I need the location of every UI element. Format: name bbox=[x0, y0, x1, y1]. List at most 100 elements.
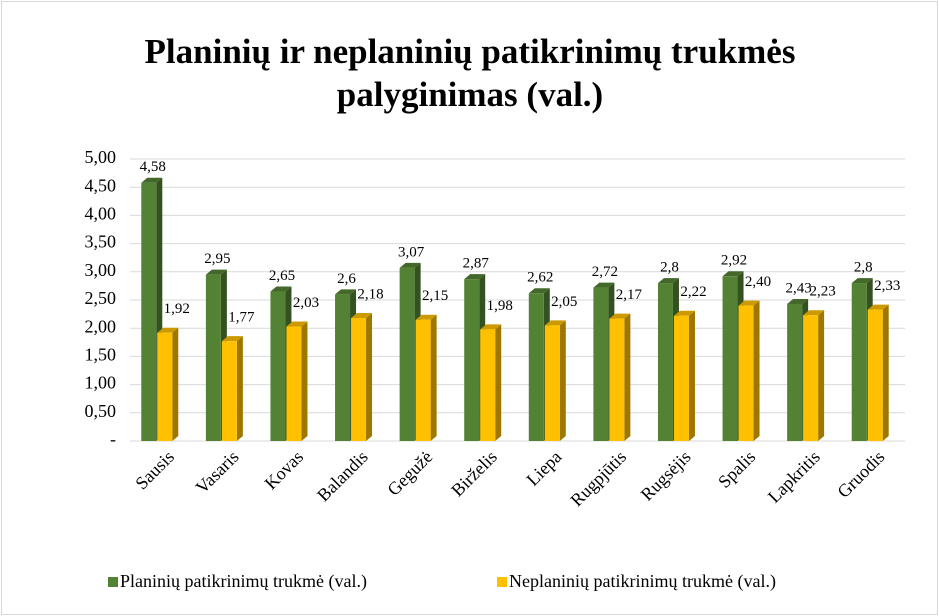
y-tick-label: 5,00 bbox=[85, 147, 117, 167]
bar-top bbox=[157, 327, 179, 333]
bar-front bbox=[528, 293, 544, 441]
legend-swatch bbox=[497, 577, 507, 587]
bar-top bbox=[335, 289, 357, 295]
bar-top bbox=[803, 310, 825, 316]
bar bbox=[738, 300, 760, 441]
bar-top bbox=[867, 304, 889, 310]
value-label: 1,77 bbox=[228, 310, 255, 326]
value-label: 2,72 bbox=[592, 264, 618, 280]
bar-front bbox=[205, 274, 221, 441]
value-label: 2,43 bbox=[786, 280, 812, 296]
bar-side bbox=[236, 336, 243, 441]
bar-front bbox=[415, 319, 431, 441]
value-label: 2,33 bbox=[874, 278, 900, 294]
y-tick-label: 1,50 bbox=[85, 345, 117, 365]
value-label: 2,62 bbox=[527, 270, 553, 286]
y-tick-label: 2,00 bbox=[85, 316, 117, 336]
bar-front bbox=[803, 315, 819, 441]
value-label: 2,03 bbox=[293, 295, 319, 311]
value-label: 1,98 bbox=[487, 298, 513, 314]
bar-front bbox=[351, 318, 367, 441]
bar-front bbox=[221, 341, 237, 441]
legend-label: Planinių patikrinimų trukmė (val.) bbox=[120, 571, 367, 592]
bar-front bbox=[141, 182, 157, 442]
bar-front bbox=[286, 326, 302, 441]
bar-front bbox=[157, 332, 173, 441]
value-label: 1,92 bbox=[164, 301, 190, 317]
bar-side bbox=[624, 313, 631, 441]
bar-top bbox=[415, 314, 437, 320]
bar-top bbox=[609, 313, 631, 319]
bar-top bbox=[270, 286, 292, 292]
bar-side bbox=[301, 321, 308, 441]
bar-front bbox=[544, 325, 560, 441]
bar-front bbox=[480, 329, 496, 441]
value-label: 2,6 bbox=[337, 271, 356, 287]
value-label: 3,07 bbox=[398, 244, 425, 260]
bar-top bbox=[593, 282, 615, 288]
bar-top bbox=[464, 274, 486, 280]
bar-top bbox=[286, 321, 308, 327]
value-label: 2,40 bbox=[745, 274, 771, 290]
bar-front bbox=[787, 303, 803, 441]
bar-top bbox=[544, 320, 566, 326]
bar-side bbox=[430, 314, 437, 441]
bar-side bbox=[495, 324, 502, 441]
bar-side bbox=[882, 304, 889, 441]
x-tick-label: Lapkritis bbox=[764, 447, 824, 507]
value-label: 2,87 bbox=[463, 256, 490, 272]
x-tick-label: Vasaris bbox=[192, 447, 243, 498]
y-tick-label: - bbox=[110, 429, 116, 449]
bar bbox=[221, 336, 243, 441]
x-tick-label: Balandis bbox=[313, 447, 372, 506]
y-tick-label: 2,50 bbox=[85, 288, 117, 308]
bar bbox=[609, 313, 631, 441]
bar-front bbox=[464, 279, 480, 441]
value-label: 2,15 bbox=[422, 288, 448, 304]
value-label: 2,18 bbox=[357, 286, 383, 302]
bar-side bbox=[818, 310, 825, 441]
bar-front bbox=[657, 283, 673, 441]
bar-front bbox=[593, 287, 609, 441]
x-tick-label: Spalis bbox=[714, 447, 759, 492]
bar bbox=[351, 313, 373, 441]
bar-front bbox=[335, 294, 351, 441]
bar bbox=[480, 324, 502, 441]
bar-front bbox=[270, 291, 286, 441]
value-label: 4,58 bbox=[140, 159, 166, 175]
x-tick-label: Kovas bbox=[261, 447, 308, 494]
value-label: 2,05 bbox=[551, 294, 577, 310]
bar bbox=[157, 327, 179, 441]
value-label: 2,22 bbox=[680, 284, 706, 300]
chart-title: Planinių ir neplaninių patikrinimų trukm… bbox=[144, 32, 796, 114]
y-tick-label: 3,00 bbox=[85, 260, 117, 280]
x-tick-label: Sausis bbox=[131, 447, 178, 494]
bar-top bbox=[399, 262, 421, 268]
bar-side bbox=[366, 313, 373, 441]
y-tick-label: 4,00 bbox=[85, 204, 117, 224]
y-tick-label: 0,50 bbox=[85, 401, 117, 421]
value-label: 2,17 bbox=[616, 287, 643, 303]
bar-side bbox=[172, 327, 179, 441]
y-tick-label: 4,50 bbox=[85, 175, 117, 195]
bar-side bbox=[688, 310, 695, 441]
bar bbox=[415, 314, 437, 441]
bar-side bbox=[753, 300, 760, 441]
bar-top bbox=[657, 278, 679, 284]
bar bbox=[867, 304, 889, 441]
bar bbox=[544, 320, 566, 441]
bar bbox=[803, 310, 825, 441]
bar-top bbox=[528, 288, 550, 294]
value-label: 2,95 bbox=[204, 251, 230, 267]
bar-front bbox=[867, 309, 883, 441]
bar-front bbox=[609, 318, 625, 441]
bar bbox=[673, 310, 695, 441]
bar-front bbox=[722, 276, 738, 441]
x-tick-label: Gruodis bbox=[833, 447, 888, 502]
bar-top bbox=[480, 324, 502, 330]
bar-top bbox=[221, 336, 243, 342]
legend-swatch bbox=[108, 577, 118, 587]
x-tick-label: Birželis bbox=[447, 447, 501, 501]
